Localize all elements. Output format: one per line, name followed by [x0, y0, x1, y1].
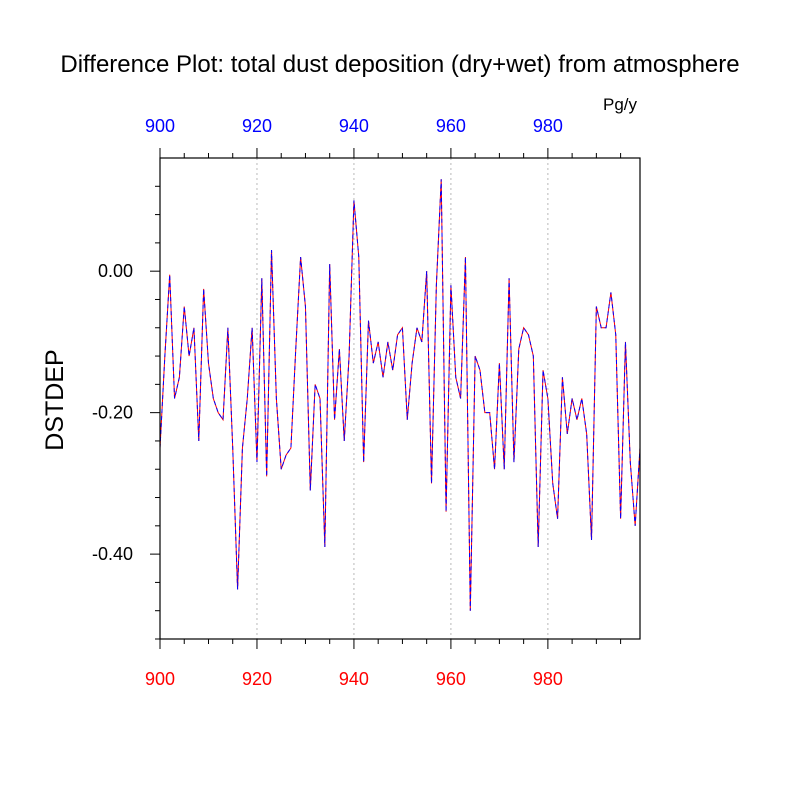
x-tick-label-bottom-2: 940	[339, 669, 369, 689]
x-tick-label-top-4: 980	[533, 116, 563, 136]
grid-lines	[256, 158, 549, 639]
units-label: Pg/y	[603, 95, 638, 114]
x-tick-label-top-2: 940	[339, 116, 369, 136]
x-tick-label-bottom-3: 960	[436, 669, 466, 689]
chart-title: Difference Plot: total dust deposition (…	[60, 51, 739, 78]
y-axis: 0.00 -0.20 -0.40	[92, 261, 133, 564]
y-tick-label-2: -0.40	[92, 544, 133, 564]
top-x-axis: 900 920 940 960 980	[145, 116, 563, 136]
y-tick-label-0: 0.00	[98, 261, 133, 281]
axis-ticks	[150, 148, 622, 649]
series-line-blue-0	[159, 179, 641, 611]
y-tick-label-1: -0.20	[92, 403, 133, 423]
x-tick-label-top-3: 960	[436, 116, 466, 136]
bottom-x-axis: 900 920 940 960 980	[145, 669, 563, 689]
x-tick-label-bottom-1: 920	[242, 669, 272, 689]
x-tick-label-bottom-4: 980	[533, 669, 563, 689]
x-tick-label-top-1: 920	[242, 116, 272, 136]
series-lines	[159, 179, 641, 611]
x-tick-label-bottom-0: 900	[145, 669, 175, 689]
y-axis-label: DSTDEP	[41, 349, 69, 450]
plot-frame	[159, 157, 641, 640]
x-tick-label-top-0: 900	[145, 116, 175, 136]
series-line-red-0	[159, 179, 641, 611]
